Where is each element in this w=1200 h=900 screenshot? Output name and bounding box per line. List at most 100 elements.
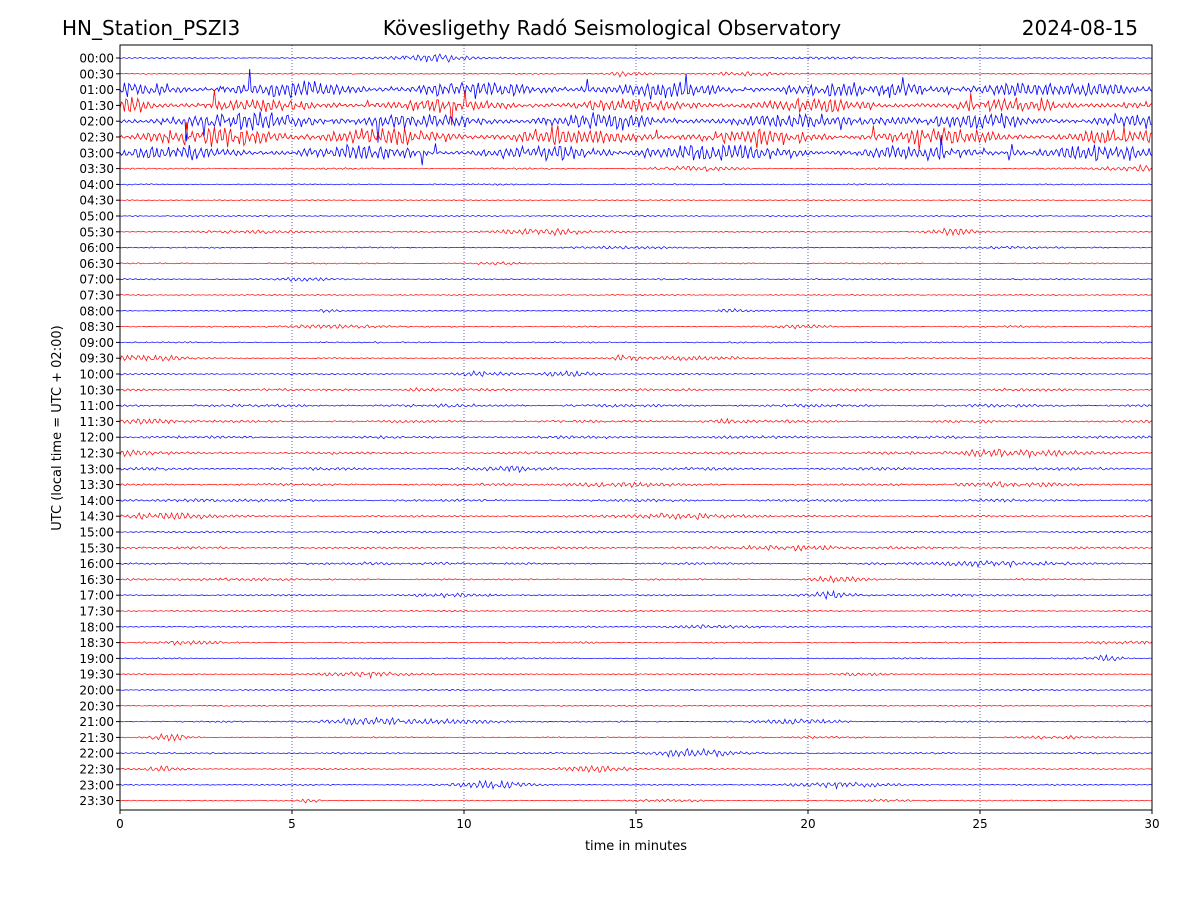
trace-07:00 bbox=[119, 276, 1153, 282]
trace-04:30 bbox=[119, 198, 1153, 202]
y-tick-label: 01:30 bbox=[79, 99, 114, 113]
trace-07:30 bbox=[119, 293, 1153, 297]
y-tick-label: 13:00 bbox=[79, 462, 114, 476]
trace-15:30 bbox=[119, 544, 1153, 552]
trace-19:30 bbox=[119, 671, 1153, 680]
trace-20:30 bbox=[119, 704, 1153, 707]
y-tick-label: 19:00 bbox=[79, 652, 114, 666]
trace-00:00 bbox=[120, 53, 1153, 63]
y-tick-label: 00:30 bbox=[79, 67, 114, 81]
trace-22:30 bbox=[119, 764, 1152, 774]
trace-05:30 bbox=[119, 227, 1153, 237]
x-tick-label: 5 bbox=[288, 817, 296, 831]
trace-11:00 bbox=[119, 403, 1153, 408]
y-tick-label: 20:00 bbox=[79, 684, 114, 698]
x-tick-label: 10 bbox=[456, 817, 471, 831]
y-tick-label: 17:30 bbox=[79, 605, 114, 619]
y-axis-label: UTC (local time = UTC + 02:00) bbox=[50, 325, 65, 530]
trace-02:30 bbox=[119, 122, 1153, 151]
y-tick-label: 09:30 bbox=[79, 352, 114, 366]
y-tick-label: 10:00 bbox=[79, 368, 114, 382]
trace-19:00 bbox=[119, 653, 1153, 662]
trace-08:00 bbox=[119, 307, 1153, 313]
x-tick-label: 0 bbox=[116, 817, 124, 831]
trace-10:30 bbox=[119, 387, 1153, 392]
x-axis-label: time in minutes bbox=[585, 839, 687, 854]
trace-15:00 bbox=[119, 530, 1153, 534]
y-tick-label: 15:00 bbox=[79, 526, 114, 540]
y-tick-label: 20:30 bbox=[79, 699, 114, 713]
y-tick-label: 18:30 bbox=[79, 636, 114, 650]
y-tick-label: 02:00 bbox=[79, 115, 114, 129]
trace-00:30 bbox=[119, 70, 1152, 78]
y-tick-label: 12:30 bbox=[79, 447, 114, 461]
y-tick-label: 16:00 bbox=[79, 557, 114, 571]
trace-09:00 bbox=[119, 340, 1153, 344]
x-tick-label: 20 bbox=[800, 817, 815, 831]
y-tick-label: 04:30 bbox=[79, 194, 114, 208]
x-tick-label: 25 bbox=[972, 817, 987, 831]
trace-21:30 bbox=[119, 732, 1153, 742]
trace-09:30 bbox=[119, 354, 1153, 362]
trace-16:00 bbox=[119, 559, 1153, 569]
trace-11:30 bbox=[119, 417, 1153, 425]
y-tick-label: 17:00 bbox=[79, 589, 114, 603]
trace-20:00 bbox=[119, 688, 1153, 692]
trace-14:00 bbox=[119, 498, 1153, 503]
trace-06:30 bbox=[119, 261, 1152, 266]
y-tick-label: 07:30 bbox=[79, 289, 114, 303]
y-tick-label: 21:30 bbox=[79, 731, 114, 745]
y-tick-label: 08:00 bbox=[79, 304, 114, 318]
station-name: HN_Station_PSZI3 bbox=[62, 16, 240, 40]
trace-04:00 bbox=[119, 183, 1152, 186]
trace-02:00 bbox=[119, 111, 1153, 143]
trace-13:30 bbox=[119, 480, 1153, 489]
y-tick-label: 18:00 bbox=[79, 620, 114, 634]
y-tick-label: 04:00 bbox=[79, 178, 114, 192]
x-tick-label: 15 bbox=[628, 817, 643, 831]
y-tick-label: 00:00 bbox=[79, 52, 114, 66]
trace-23:30 bbox=[120, 798, 1153, 804]
trace-10:00 bbox=[119, 370, 1153, 378]
y-tick-label: 06:00 bbox=[79, 241, 114, 255]
trace-12:00 bbox=[119, 435, 1153, 440]
trace-06:00 bbox=[119, 245, 1153, 250]
y-tick-label: 22:00 bbox=[79, 747, 114, 761]
y-tick-label: 07:00 bbox=[79, 273, 114, 287]
y-tick-label: 03:30 bbox=[79, 162, 114, 176]
y-tick-label: 11:00 bbox=[79, 399, 114, 413]
x-tick-label: 30 bbox=[1144, 817, 1159, 831]
trace-layer bbox=[119, 53, 1153, 804]
y-tick-label: 21:00 bbox=[79, 715, 114, 729]
y-tick-label: 12:00 bbox=[79, 431, 114, 445]
trace-03:00 bbox=[119, 135, 1153, 166]
trace-22:00 bbox=[119, 747, 1153, 758]
y-tick-label: 23:00 bbox=[79, 778, 114, 792]
trace-03:30 bbox=[119, 163, 1153, 173]
trace-18:00 bbox=[119, 624, 1153, 630]
trace-12:30 bbox=[119, 448, 1153, 459]
y-tick-label: 14:30 bbox=[79, 510, 114, 524]
y-tick-label: 15:30 bbox=[79, 541, 114, 555]
grid-layer bbox=[291, 45, 981, 810]
record-date: 2024-08-15 bbox=[1022, 16, 1138, 40]
y-tick-label: 23:30 bbox=[79, 794, 114, 808]
y-tick-label: 11:30 bbox=[79, 415, 114, 429]
y-tick-label: 08:30 bbox=[79, 320, 114, 334]
y-tick-label: 10:30 bbox=[79, 383, 114, 397]
y-tick-label: 03:00 bbox=[79, 146, 114, 160]
y-tick-label: 22:30 bbox=[79, 763, 114, 777]
trace-21:00 bbox=[119, 716, 1153, 726]
y-tick-label: 06:30 bbox=[79, 257, 114, 271]
y-tick-label: 02:30 bbox=[79, 131, 114, 145]
trace-16:30 bbox=[119, 575, 1153, 584]
trace-14:30 bbox=[119, 511, 1153, 521]
x-axis-ticks: 0 5 10 15 20 25 30 bbox=[116, 810, 1160, 831]
y-tick-label: 05:00 bbox=[79, 210, 114, 224]
trace-01:30 bbox=[119, 89, 1153, 126]
plot-frame bbox=[119, 44, 1153, 811]
trace-17:00 bbox=[119, 589, 1153, 601]
